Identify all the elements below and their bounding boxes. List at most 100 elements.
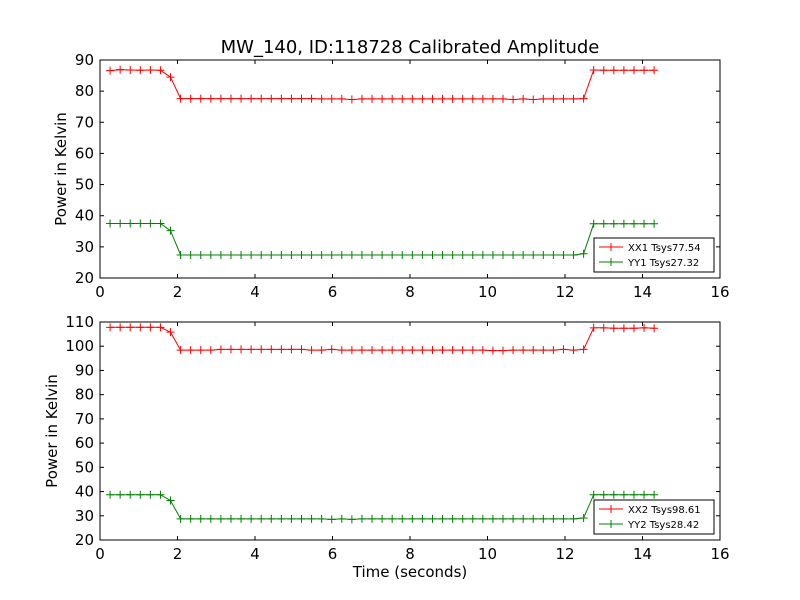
legend: XX2 Tsys98.61 YY2 Tsys28.42 [593, 499, 715, 535]
data-point [599, 490, 608, 499]
y-tick-label: 40 [75, 483, 94, 501]
data-point [559, 345, 568, 354]
data-point [589, 219, 598, 228]
data-point [116, 65, 125, 74]
data-point [619, 324, 628, 333]
data-point [307, 250, 316, 259]
data-point [206, 514, 215, 523]
data-point [226, 250, 235, 259]
data-point [438, 346, 447, 355]
data-point [448, 346, 457, 355]
data-point [368, 514, 377, 523]
series-1 [106, 323, 659, 355]
data-point [478, 514, 487, 523]
data-point [539, 250, 548, 259]
data-point [388, 514, 397, 523]
data-point [619, 490, 628, 499]
data-point [317, 250, 326, 259]
data-point [216, 94, 225, 103]
legend-label: XX2 Tsys98.61 [628, 505, 701, 516]
data-point [488, 514, 497, 523]
data-point [488, 250, 497, 259]
x-tick-label: 6 [328, 283, 338, 301]
data-point [166, 328, 175, 337]
data-point [549, 250, 558, 259]
data-point [257, 94, 266, 103]
data-point [176, 250, 185, 259]
y-tick-label: 40 [75, 207, 94, 225]
data-point [186, 94, 195, 103]
data-point [428, 250, 437, 259]
data-point [176, 346, 185, 355]
data-point [156, 219, 165, 228]
data-point [640, 66, 649, 75]
data-point [277, 345, 286, 354]
data-point [126, 65, 135, 74]
data-point [267, 250, 276, 259]
data-point [237, 514, 246, 523]
data-point [428, 94, 437, 103]
data-point [277, 514, 286, 523]
data-point [166, 226, 175, 235]
data-point [196, 514, 205, 523]
data-point [337, 514, 346, 523]
data-point [388, 94, 397, 103]
x-tick-label: 2 [173, 283, 183, 301]
data-point [126, 323, 135, 332]
data-point [267, 345, 276, 354]
data-point [619, 219, 628, 228]
data-point [267, 514, 276, 523]
data-point [629, 219, 638, 228]
y-tick-label: 90 [75, 51, 94, 69]
data-point [569, 514, 578, 523]
x-tick-label: 14 [633, 283, 652, 301]
data-point [448, 250, 457, 259]
y-tick-label: 70 [75, 113, 94, 131]
data-point [629, 324, 638, 333]
y-axis-label: Power in Kelvin [52, 112, 70, 226]
data-point [247, 514, 256, 523]
data-point [599, 219, 608, 228]
legend-label: YY2 Tsys28.42 [627, 520, 699, 531]
data-point [519, 346, 528, 355]
data-point [488, 346, 497, 355]
data-point [166, 73, 175, 82]
data-point [247, 94, 256, 103]
data-point [428, 346, 437, 355]
data-point [589, 65, 598, 74]
data-point [539, 94, 548, 103]
data-point [226, 345, 235, 354]
x-tick-label: 10 [478, 283, 497, 301]
series-2 [106, 490, 659, 524]
data-point [317, 514, 326, 523]
data-point [499, 514, 507, 523]
data-point [317, 346, 326, 355]
data-point [297, 94, 306, 103]
y-tick-label: 110 [65, 313, 94, 331]
data-point [277, 250, 286, 259]
data-point [619, 66, 628, 75]
data-point [478, 94, 487, 103]
data-point [347, 346, 356, 355]
data-point [468, 346, 477, 355]
data-point [539, 514, 548, 523]
data-point [216, 514, 225, 523]
data-point [629, 66, 638, 75]
data-point [237, 94, 246, 103]
data-point [408, 346, 417, 355]
data-point [549, 94, 558, 103]
x-tick-label: 12 [555, 283, 574, 301]
y-tick-label: 30 [75, 507, 94, 525]
x-tick-label: 2 [173, 545, 183, 563]
data-point [559, 250, 568, 259]
bottom-panel: 0 2 4 6 8 10 12 14 16 20 30 40 50 60 70 80 90 100 110 Power… [43, 313, 730, 581]
data-point [368, 250, 377, 259]
legend-label: YY1 Tsys27.32 [627, 258, 699, 269]
data-point [186, 514, 195, 523]
data-point [277, 94, 286, 103]
data-point [448, 94, 457, 103]
data-point [408, 94, 417, 103]
x-tick-label: 10 [478, 545, 497, 563]
data-point [196, 346, 205, 355]
data-point [166, 496, 175, 505]
